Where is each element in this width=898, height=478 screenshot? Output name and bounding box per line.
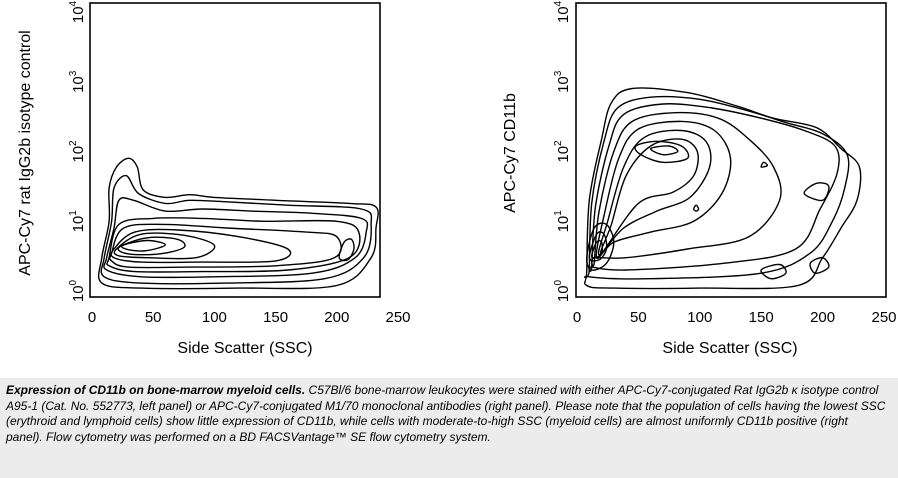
left-contour-line-7 (113, 232, 216, 260)
left-y-tick-label: 102 (68, 140, 87, 163)
left-y-tick-label: 104 (68, 0, 87, 23)
left-x-tick-label: 50 (145, 309, 162, 326)
right-y-tick-label: 103 (553, 70, 572, 93)
left-y-axis-label: APC-Cy7 rat IgG2b isotype control (17, 30, 34, 275)
right-x-axis-label: Side Scatter (SSC) (662, 340, 797, 357)
figure-caption: Expression of CD11b on bone-marrow myelo… (0, 378, 898, 478)
right-contour-lines (583, 87, 862, 290)
right-contour-line-9 (649, 145, 679, 156)
left-contour-line-2 (100, 174, 373, 285)
right-y-axis-label: APC-Cy7 CD11b (502, 93, 519, 213)
right-y-tick-label: 100 (553, 279, 572, 302)
left-x-tick-labels: 0 50 100 150 200 250 (88, 309, 411, 326)
left-contour-line-4 (106, 217, 361, 273)
right-contour-line-15 (809, 256, 830, 274)
right-contour-line-16 (760, 161, 769, 168)
left-x-axis-label: Side Scatter (SSC) (177, 340, 312, 357)
left-plot-frame (89, 2, 381, 298)
right-contour-line-8 (634, 140, 690, 164)
right-contour-line-4 (590, 111, 782, 267)
right-x-tick-label: 150 (749, 309, 774, 326)
left-y-tick-label: 100 (68, 279, 87, 302)
right-contour-line-17 (692, 204, 700, 212)
left-x-tick-label: 100 (202, 309, 227, 326)
right-contour-line-10 (586, 222, 615, 271)
right-contour-line-2 (583, 95, 850, 280)
right-plot-frame (575, 2, 887, 298)
left-y-tick-label: 103 (68, 70, 87, 93)
caption-body: C57Bl/6 bone-marrow leukocytes were stai… (6, 383, 886, 444)
figure-area: 0 50 100 150 200 250 100 101 102 103 104 Side Sca… (17, 0, 897, 357)
right-x-tick-label: 0 (573, 309, 581, 326)
right-x-tick-label: 100 (687, 309, 712, 326)
left-x-tick-label: 200 (324, 309, 349, 326)
right-contour-line-1 (584, 87, 862, 290)
right-y-tick-label: 101 (553, 210, 572, 233)
left-y-tick-label: 101 (68, 210, 87, 233)
left-contour-line-3 (103, 197, 369, 279)
left-contour-line-8 (117, 236, 186, 256)
right-x-tick-label: 50 (630, 309, 647, 326)
left-contour-line-9 (120, 239, 167, 252)
right-y-tick-label: 102 (553, 140, 572, 163)
right-contour-plot: 0 50 100 150 200 250 100 101 102 103 104 Side Sca… (502, 0, 897, 357)
caption-text: Expression of CD11b on bone-marrow myelo… (6, 383, 886, 445)
left-contour-line-10 (338, 238, 355, 262)
right-y-tick-labels: 100 101 102 103 104 (553, 0, 572, 302)
left-contour-line-6 (110, 228, 292, 264)
left-contour-plot: 0 50 100 150 200 250 100 101 102 103 104 Side Sca… (17, 0, 411, 357)
right-x-tick-label: 250 (871, 309, 896, 326)
right-y-tick-label: 104 (553, 0, 572, 23)
right-contour-line-11 (588, 231, 608, 262)
left-x-tick-label: 0 (88, 309, 96, 326)
caption-title: Expression of CD11b on bone-marrow myelo… (6, 383, 306, 397)
right-contour-line-14 (760, 263, 787, 280)
left-x-tick-label: 250 (385, 309, 410, 326)
right-contour-line-6 (597, 129, 712, 256)
left-contour-lines (97, 157, 379, 290)
right-contour-line-7 (599, 138, 699, 255)
right-contour-line-12 (591, 240, 603, 259)
left-x-tick-label: 150 (263, 309, 288, 326)
right-contour-line-3 (588, 103, 840, 273)
right-contour-line-13 (803, 182, 830, 202)
right-contour-line-5 (595, 120, 732, 260)
right-x-tick-label: 200 (810, 309, 835, 326)
right-x-tick-labels: 0 50 100 150 200 250 (573, 309, 897, 326)
left-y-tick-labels: 100 101 102 103 104 (68, 0, 87, 302)
left-contour-line-1 (97, 157, 379, 290)
